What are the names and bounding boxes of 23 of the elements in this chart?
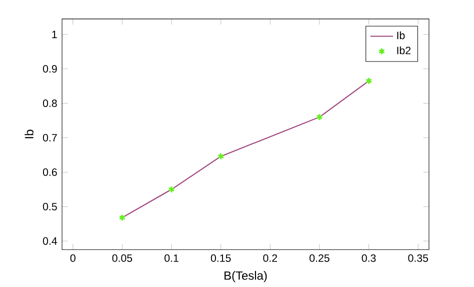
x-tick-label: 0.1 (164, 254, 178, 262)
y-tick-label: 1 (52, 30, 57, 38)
legend-label: Ib2 (397, 46, 411, 54)
x-tick-label: 0.05 (112, 254, 132, 262)
y-tick-label: 0.8 (42, 99, 57, 107)
point (118, 214, 126, 222)
point (218, 152, 224, 160)
y-tick-label: 0.6 (42, 168, 57, 176)
x-tick-label: 0.25 (310, 254, 330, 262)
y-tick-label: 0.9 (42, 64, 57, 72)
x-tick-label: 0.35 (408, 254, 428, 262)
point (316, 113, 323, 121)
x-tick-label: 0.3 (362, 254, 376, 262)
x-tick-label: 0.2 (263, 254, 278, 262)
line-series (122, 80, 370, 218)
y-axis-title: Ib (24, 130, 34, 138)
x-tick-label: 0 (70, 254, 76, 262)
legend-label: Ib (397, 31, 405, 39)
y-tick-label: 0.7 (42, 134, 57, 142)
x-axis-title: B(Tesla) (224, 270, 267, 282)
x-tick-label: 0.15 (210, 254, 231, 262)
y-tick-label: 0.5 (42, 202, 57, 210)
y-tick-label: 0.4 (42, 237, 58, 245)
